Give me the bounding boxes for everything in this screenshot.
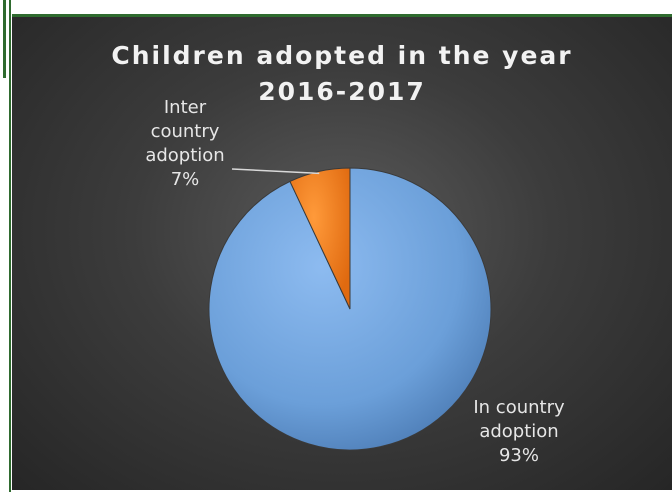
page-border-left bbox=[3, 0, 6, 78]
pie-slice-inter-country bbox=[289, 167, 351, 310]
slice-label-inter-country-line-2: country bbox=[150, 121, 220, 142]
slice-label-in-country: In country adoption 93% bbox=[454, 396, 584, 468]
slice-label-inter-country: Inter country adoption 7% bbox=[130, 96, 240, 192]
slice-label-inter-country-line-4: 7% bbox=[170, 169, 200, 190]
slice-label-in-country-line-3: 93% bbox=[498, 445, 539, 466]
chart-title-line-1: Children adopted in the year bbox=[111, 41, 573, 70]
slice-label-in-country-line-1: In country bbox=[473, 397, 565, 418]
slice-label-inter-country-line-1: Inter bbox=[163, 97, 207, 118]
slice-label-inter-country-line-3: adoption bbox=[145, 145, 225, 166]
leader-line-inter-country bbox=[231, 168, 320, 175]
page-border-left-inner bbox=[9, 0, 11, 492]
slice-label-in-country-line-2: adoption bbox=[479, 421, 559, 442]
chart-title-line-2: 2016-2017 bbox=[258, 77, 426, 106]
